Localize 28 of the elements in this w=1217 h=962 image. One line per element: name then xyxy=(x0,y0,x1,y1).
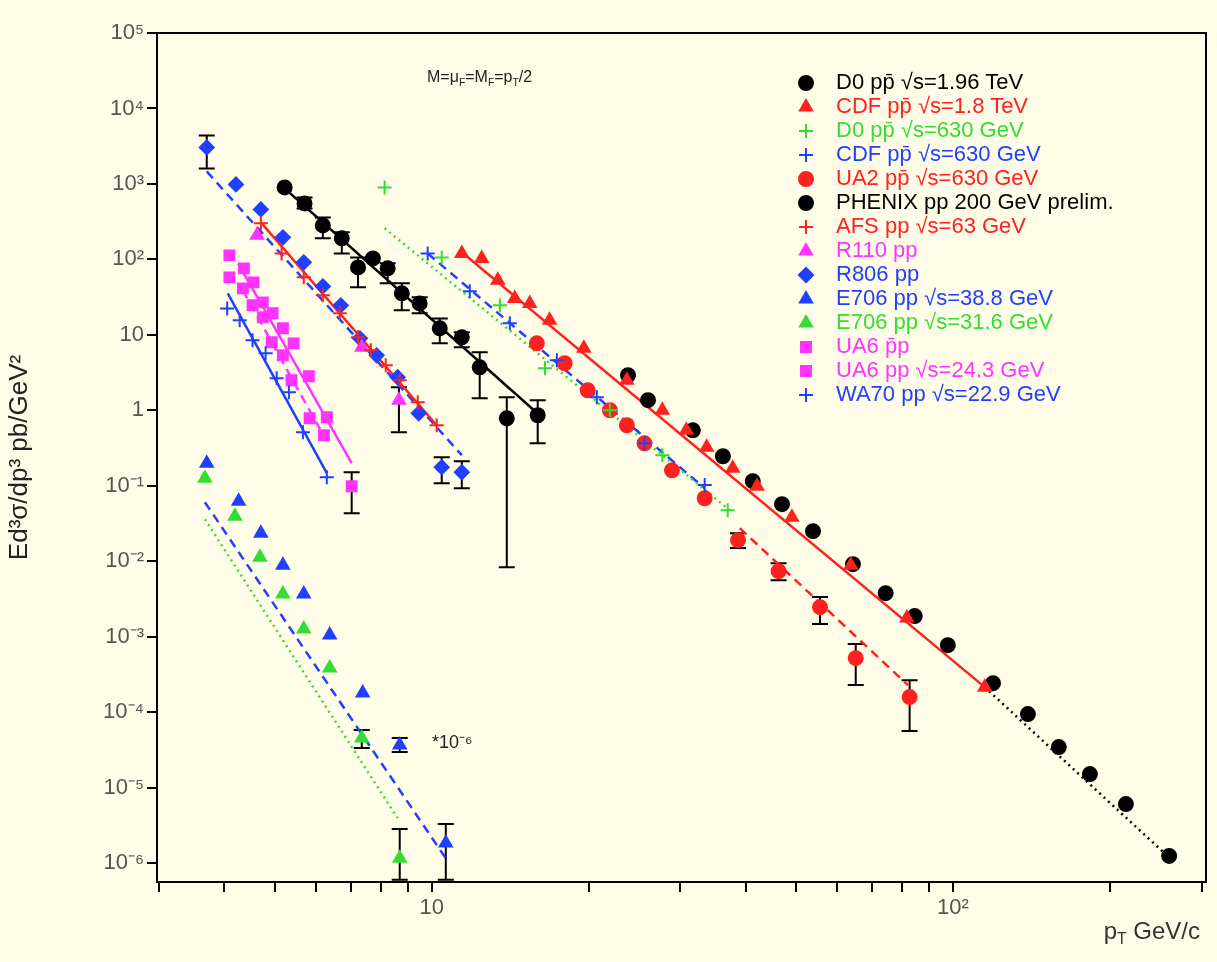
legend-label: UA6 pp √s=24.3 GeV xyxy=(836,357,1045,383)
y-tick-label: 10⁻⁶ xyxy=(103,849,144,875)
y-tick-label: 10⁻⁵ xyxy=(103,773,144,799)
y-tick-label: 10⁻³ xyxy=(105,622,144,648)
legend-label: E706 pp √s=38.8 GeV xyxy=(836,285,1054,311)
y-tick-label: 10² xyxy=(112,245,144,271)
legend-label: R806 pp xyxy=(836,261,920,287)
legend-label: E706 pp √s=31.6 GeV xyxy=(836,309,1054,335)
y-tick-label: 10³ xyxy=(112,169,144,195)
legend-label: CDF pp̄ √s=630 GeV xyxy=(836,141,1041,167)
y-tick-label: 10⁻⁴ xyxy=(103,698,144,724)
legend-label: CDF pp̄ √s=1.8 TeV xyxy=(836,93,1029,119)
legend-label: AFS pp √s=63 GeV xyxy=(836,213,1027,239)
annotation: *10⁻⁶ xyxy=(432,731,473,752)
legend-label: R110 pp xyxy=(836,237,918,263)
y-tick-label: 1 xyxy=(131,396,144,422)
legend-label: UA6 p̄p xyxy=(836,333,910,359)
legend-label: PHENIX pp 200 GeV prelim. xyxy=(836,189,1114,215)
legend-label: UA2 pp̄ √s=630 GeV xyxy=(836,165,1039,191)
y-tick-label: 10⁵ xyxy=(110,19,144,45)
legend-label: D0 pp̄ √s=630 GeV xyxy=(836,117,1024,143)
legend-label: D0 pp̄ √s=1.96 TeV xyxy=(836,69,1024,95)
y-tick-label: 10⁴ xyxy=(110,94,144,120)
y-tick-label: 10 xyxy=(119,320,144,346)
legend-label: WA70 pp √s=22.9 GeV xyxy=(836,381,1061,407)
y-axis-title: Ed³σ/dp³ pb/GeV² xyxy=(2,354,33,561)
y-tick-label: 10⁻² xyxy=(105,547,144,573)
y-tick-label: 10⁻¹ xyxy=(105,471,144,497)
